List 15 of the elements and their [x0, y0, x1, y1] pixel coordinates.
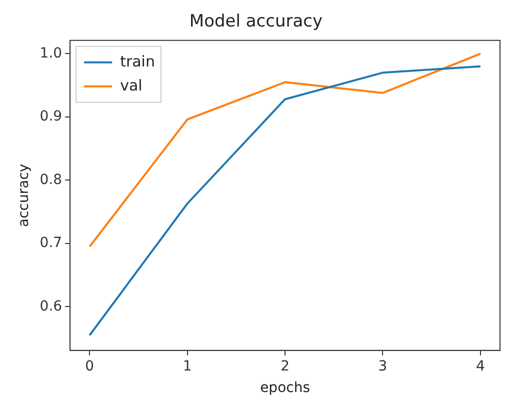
- legend-label: val: [120, 76, 142, 94]
- x-tick-label: 4: [476, 358, 485, 374]
- x-tick-label: 1: [182, 358, 192, 374]
- legend-label: train: [120, 52, 155, 70]
- x-tick-label: 0: [85, 358, 94, 374]
- x-axis-title: epochs: [260, 380, 310, 396]
- y-tick-label: 0.7: [40, 235, 62, 252]
- x-tick-label: 2: [280, 358, 290, 374]
- chart-title: Model accuracy: [189, 12, 323, 32]
- y-tick-label: 0.9: [40, 108, 62, 125]
- y-tick-label: 0.6: [40, 298, 62, 314]
- y-tick-label: 0.8: [40, 172, 62, 188]
- y-tick-label: 1.0: [40, 45, 62, 62]
- x-tick-label: 3: [378, 358, 388, 374]
- y-axis-title: accuracy: [16, 164, 32, 227]
